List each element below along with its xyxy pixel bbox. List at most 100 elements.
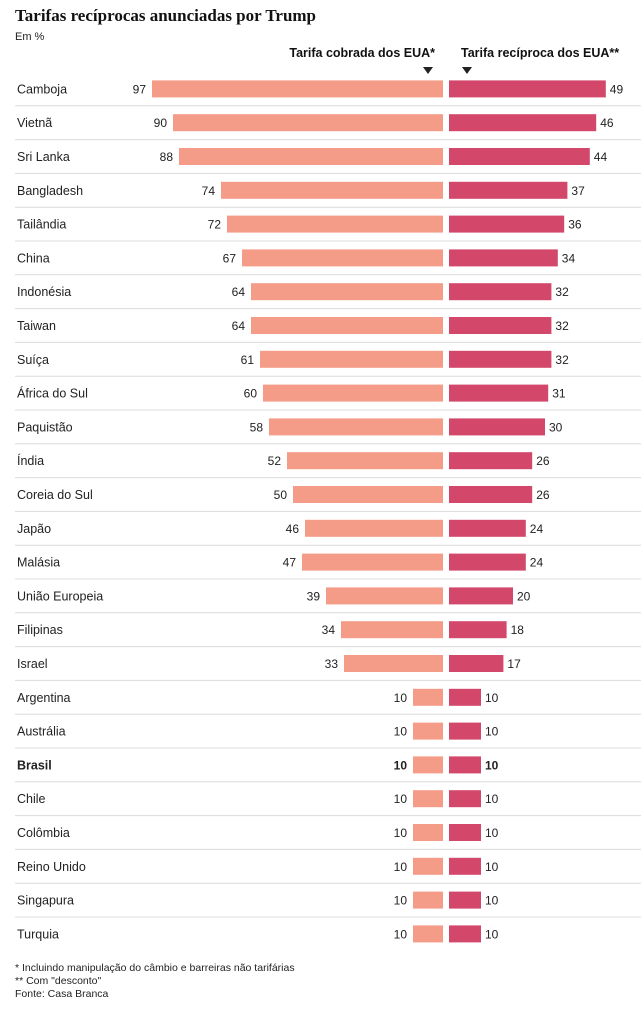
right-value-label: 10	[485, 792, 499, 806]
left-value-label: 10	[394, 758, 408, 772]
left-bar	[263, 384, 443, 402]
right-value-label: 34	[562, 251, 576, 265]
category-label: Argentina	[17, 691, 71, 705]
category-label: Brasil	[17, 758, 52, 772]
left-series-header: Tarifa cobrada dos EUA*	[289, 46, 435, 60]
right-bar	[449, 215, 565, 233]
left-bar	[413, 824, 443, 841]
left-value-label: 10	[394, 725, 408, 739]
category-label: Paquistão	[17, 420, 73, 434]
left-value-label: 10	[394, 792, 408, 806]
left-bar	[251, 283, 443, 301]
right-bar	[449, 621, 507, 639]
right-value-label: 37	[571, 184, 585, 198]
left-bar	[413, 790, 443, 808]
left-value-label: 88	[160, 150, 174, 164]
category-label: Tailândia	[17, 218, 66, 232]
left-value-label: 10	[394, 894, 408, 908]
left-value-label: 74	[202, 184, 216, 198]
left-bar	[227, 215, 443, 233]
right-bar	[449, 114, 597, 132]
right-series-header: Tarifa recíproca dos EUA**	[461, 46, 620, 60]
footnotes: * Incluindo manipulação do câmbio e barr…	[15, 962, 295, 1001]
right-value-label: 10	[485, 758, 499, 772]
left-bar	[293, 486, 443, 503]
down-arrow-icon	[423, 67, 433, 74]
left-bar	[413, 925, 443, 943]
right-bar	[449, 418, 545, 436]
category-label: África do Sul	[17, 386, 88, 401]
right-bar	[449, 350, 552, 368]
right-bar	[449, 148, 590, 165]
category-label: Turquia	[17, 927, 59, 941]
right-value-label: 30	[549, 420, 563, 434]
left-value-label: 97	[133, 82, 147, 96]
down-arrow-icon	[462, 67, 472, 74]
left-bar	[173, 114, 443, 132]
right-value-label: 31	[552, 387, 566, 401]
category-label: Suíça	[17, 353, 49, 367]
right-value-label: 26	[536, 488, 550, 502]
category-label: Indonésia	[17, 285, 71, 299]
right-bar	[449, 891, 481, 909]
category-label: Austrália	[17, 725, 66, 739]
left-bar	[413, 722, 443, 740]
right-value-label: 24	[530, 522, 544, 536]
right-value-label: 10	[485, 826, 499, 840]
category-label: Colômbia	[17, 826, 70, 840]
left-bar	[413, 857, 443, 875]
left-value-label: 39	[307, 589, 321, 603]
category-label: Filipinas	[17, 623, 63, 637]
right-value-label: 10	[485, 927, 499, 941]
chart-title: Tarifas recíprocas anunciadas por Trump	[15, 6, 317, 25]
right-bar	[449, 688, 481, 706]
category-label: Sri Lanka	[17, 150, 70, 164]
category-label: Singapura	[17, 894, 74, 908]
left-value-label: 64	[232, 319, 246, 333]
right-value-label: 32	[555, 353, 569, 367]
left-bar	[260, 350, 443, 368]
category-label: Chile	[17, 792, 46, 806]
right-value-label: 49	[610, 82, 624, 96]
category-label: Japão	[17, 522, 51, 536]
right-bar	[449, 384, 549, 402]
left-value-label: 60	[244, 387, 258, 401]
left-bar	[179, 148, 443, 165]
left-bar	[152, 80, 443, 98]
left-bar	[413, 891, 443, 909]
right-value-label: 10	[485, 860, 499, 874]
left-value-label: 58	[250, 420, 264, 434]
category-label: Vietnã	[17, 116, 52, 130]
right-bar	[449, 553, 526, 571]
category-label: Coreia do Sul	[17, 488, 93, 502]
right-bar	[449, 181, 568, 199]
right-bar	[449, 317, 552, 334]
left-value-label: 10	[394, 826, 408, 840]
right-bar	[449, 756, 481, 774]
right-value-label: 36	[568, 218, 582, 232]
left-value-label: 90	[154, 116, 168, 130]
right-bar	[449, 80, 606, 98]
left-bar	[251, 317, 443, 334]
right-value-label: 18	[511, 623, 525, 637]
left-value-label: 61	[241, 353, 255, 367]
right-bar	[449, 790, 481, 808]
left-value-label: 50	[274, 488, 288, 502]
left-value-label: 72	[208, 218, 222, 232]
source-note: Fonte: Casa Branca	[15, 988, 109, 1000]
left-value-label: 67	[223, 251, 237, 265]
footnote-2: ** Com "desconto"	[15, 975, 102, 987]
right-bar	[449, 655, 504, 672]
left-bar	[326, 587, 443, 605]
left-value-label: 33	[325, 657, 339, 671]
left-value-label: 10	[394, 691, 408, 705]
left-bar	[413, 688, 443, 706]
category-label: Malásia	[17, 556, 60, 570]
right-bar	[449, 925, 481, 943]
right-value-label: 10	[485, 725, 499, 739]
category-label: União Europeia	[17, 589, 103, 603]
right-bar	[449, 486, 533, 503]
category-label: Camboja	[17, 82, 67, 96]
category-label: China	[17, 251, 50, 265]
right-value-label: 20	[517, 589, 531, 603]
